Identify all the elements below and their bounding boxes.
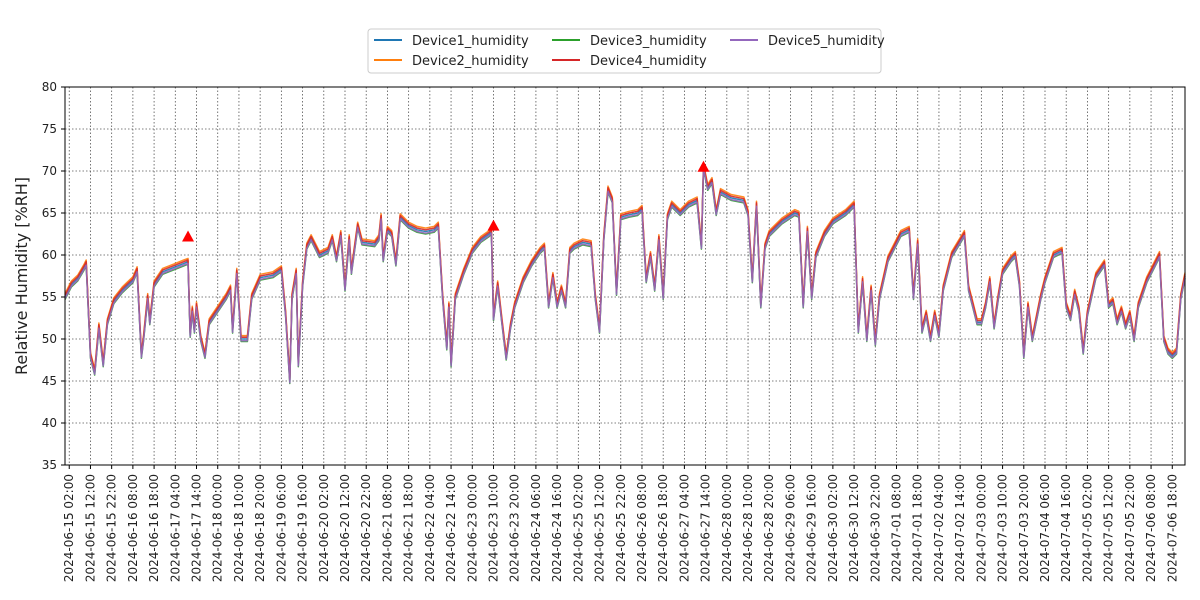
x-tick-label: 2024-06-27 04:00 <box>677 474 691 582</box>
series-lines <box>64 162 1186 385</box>
y-tick-label: 70 <box>42 164 57 178</box>
x-tick-label: 2024-06-17 14:00 <box>190 474 204 582</box>
x-tick-label: 2024-06-29 06:00 <box>783 474 797 582</box>
x-tick-label: 2024-06-25 02:00 <box>571 474 585 582</box>
x-tick-label: 2024-06-19 16:00 <box>296 474 310 582</box>
x-tick-label: 2024-06-24 16:00 <box>550 474 564 582</box>
x-tick-label: 2024-07-01 18:00 <box>911 474 925 582</box>
anomaly-markers <box>182 160 710 242</box>
x-tick-label: 2024-06-29 16:00 <box>805 474 819 582</box>
y-tick-label: 35 <box>42 458 57 472</box>
x-tick-label: 2024-07-03 10:00 <box>996 474 1010 582</box>
x-tick-label: 2024-06-20 12:00 <box>338 474 352 582</box>
x-tick-label: 2024-06-28 10:00 <box>741 474 755 582</box>
x-tick-label: 2024-07-04 16:00 <box>1059 474 1073 582</box>
x-tick-label: 2024-07-03 00:00 <box>974 474 988 582</box>
x-tick-label: 2024-06-15 02:00 <box>62 474 76 582</box>
x-tick-label: 2024-07-04 06:00 <box>1038 474 1052 582</box>
x-tick-label: 2024-06-28 00:00 <box>720 474 734 582</box>
x-axis-ticks: 2024-06-15 02:00 2024-06-15 12:00 2024-06-… <box>62 465 1179 582</box>
x-tick-label: 2024-06-15 22:00 <box>105 474 119 582</box>
x-tick-label: 2024-07-02 14:00 <box>953 474 967 582</box>
x-tick-label: 2024-07-06 18:00 <box>1165 474 1179 582</box>
legend-label: Device3_humidity <box>590 34 707 49</box>
x-tick-label: 2024-06-21 18:00 <box>402 474 416 582</box>
y-tick-label: 50 <box>42 332 57 346</box>
x-tick-label: 2024-06-26 08:00 <box>635 474 649 582</box>
x-tick-label: 2024-07-06 08:00 <box>1144 474 1158 582</box>
x-tick-label: 2024-06-26 18:00 <box>656 474 670 582</box>
legend-label: Device4_humidity <box>590 54 707 69</box>
y-tick-label: 65 <box>42 206 57 220</box>
x-tick-label: 2024-07-05 02:00 <box>1080 474 1094 582</box>
x-tick-label: 2024-07-05 22:00 <box>1123 474 1137 582</box>
x-tick-label: 2024-06-18 00:00 <box>211 474 225 582</box>
y-axis-ticks: 35 40 45 50 55 60 65 70 75 80 <box>42 80 65 472</box>
y-tick-label: 45 <box>42 374 57 388</box>
x-tick-label: 2024-06-23 10:00 <box>486 474 500 582</box>
x-tick-label: 2024-06-23 20:00 <box>508 474 522 582</box>
x-tick-label: 2024-06-27 14:00 <box>699 474 713 582</box>
legend-label: Device2_humidity <box>412 54 529 69</box>
x-tick-label: 2024-07-03 20:00 <box>1017 474 1031 582</box>
x-tick-label: 2024-06-22 14:00 <box>444 474 458 582</box>
x-tick-label: 2024-06-16 08:00 <box>126 474 140 582</box>
x-tick-label: 2024-06-30 02:00 <box>826 474 840 582</box>
x-tick-label: 2024-06-15 12:00 <box>83 474 97 582</box>
x-tick-label: 2024-06-24 06:00 <box>529 474 543 582</box>
x-tick-label: 2024-06-16 18:00 <box>147 474 161 582</box>
grid <box>65 87 1185 465</box>
x-tick-label: 2024-06-21 08:00 <box>380 474 394 582</box>
x-tick-label: 2024-06-20 22:00 <box>359 474 373 582</box>
x-tick-label: 2024-06-17 04:00 <box>168 474 182 582</box>
y-tick-label: 55 <box>42 290 57 304</box>
x-tick-label: 2024-06-30 22:00 <box>868 474 882 582</box>
x-tick-label: 2024-06-20 02:00 <box>317 474 331 582</box>
x-tick-label: 2024-06-19 06:00 <box>274 474 288 582</box>
y-tick-label: 75 <box>42 122 57 136</box>
x-tick-label: 2024-06-18 10:00 <box>232 474 246 582</box>
plot-area-frame <box>64 86 1186 466</box>
series-line-device5-humidity <box>64 167 1186 384</box>
x-tick-label: 2024-06-30 12:00 <box>847 474 861 582</box>
y-tick-label: 40 <box>42 416 57 430</box>
series-line-device3-humidity <box>64 168 1186 385</box>
x-tick-label: 2024-07-02 04:00 <box>932 474 946 582</box>
x-tick-label: 2024-06-18 20:00 <box>253 474 267 582</box>
y-axis-label: Relative Humidity [%RH] <box>12 177 31 375</box>
y-tick-label: 80 <box>42 80 57 94</box>
y-tick-label: 60 <box>42 248 57 262</box>
x-tick-label: 2024-06-25 12:00 <box>593 474 607 582</box>
x-tick-label: 2024-07-01 08:00 <box>890 474 904 582</box>
legend: Device1_humidity Device2_humidity Device3_… <box>367 28 885 74</box>
legend-label: Device1_humidity <box>412 34 529 49</box>
x-tick-label: 2024-06-25 22:00 <box>614 474 628 582</box>
anomaly-marker <box>487 219 500 231</box>
anomaly-marker <box>697 160 710 172</box>
x-tick-label: 2024-06-22 04:00 <box>423 474 437 582</box>
x-tick-label: 2024-07-05 12:00 <box>1102 474 1116 582</box>
anomaly-marker <box>182 230 195 242</box>
x-tick-label: 2024-06-23 00:00 <box>465 474 479 582</box>
x-tick-label: 2024-06-28 20:00 <box>762 474 776 582</box>
legend-label: Device5_humidity <box>768 34 885 49</box>
